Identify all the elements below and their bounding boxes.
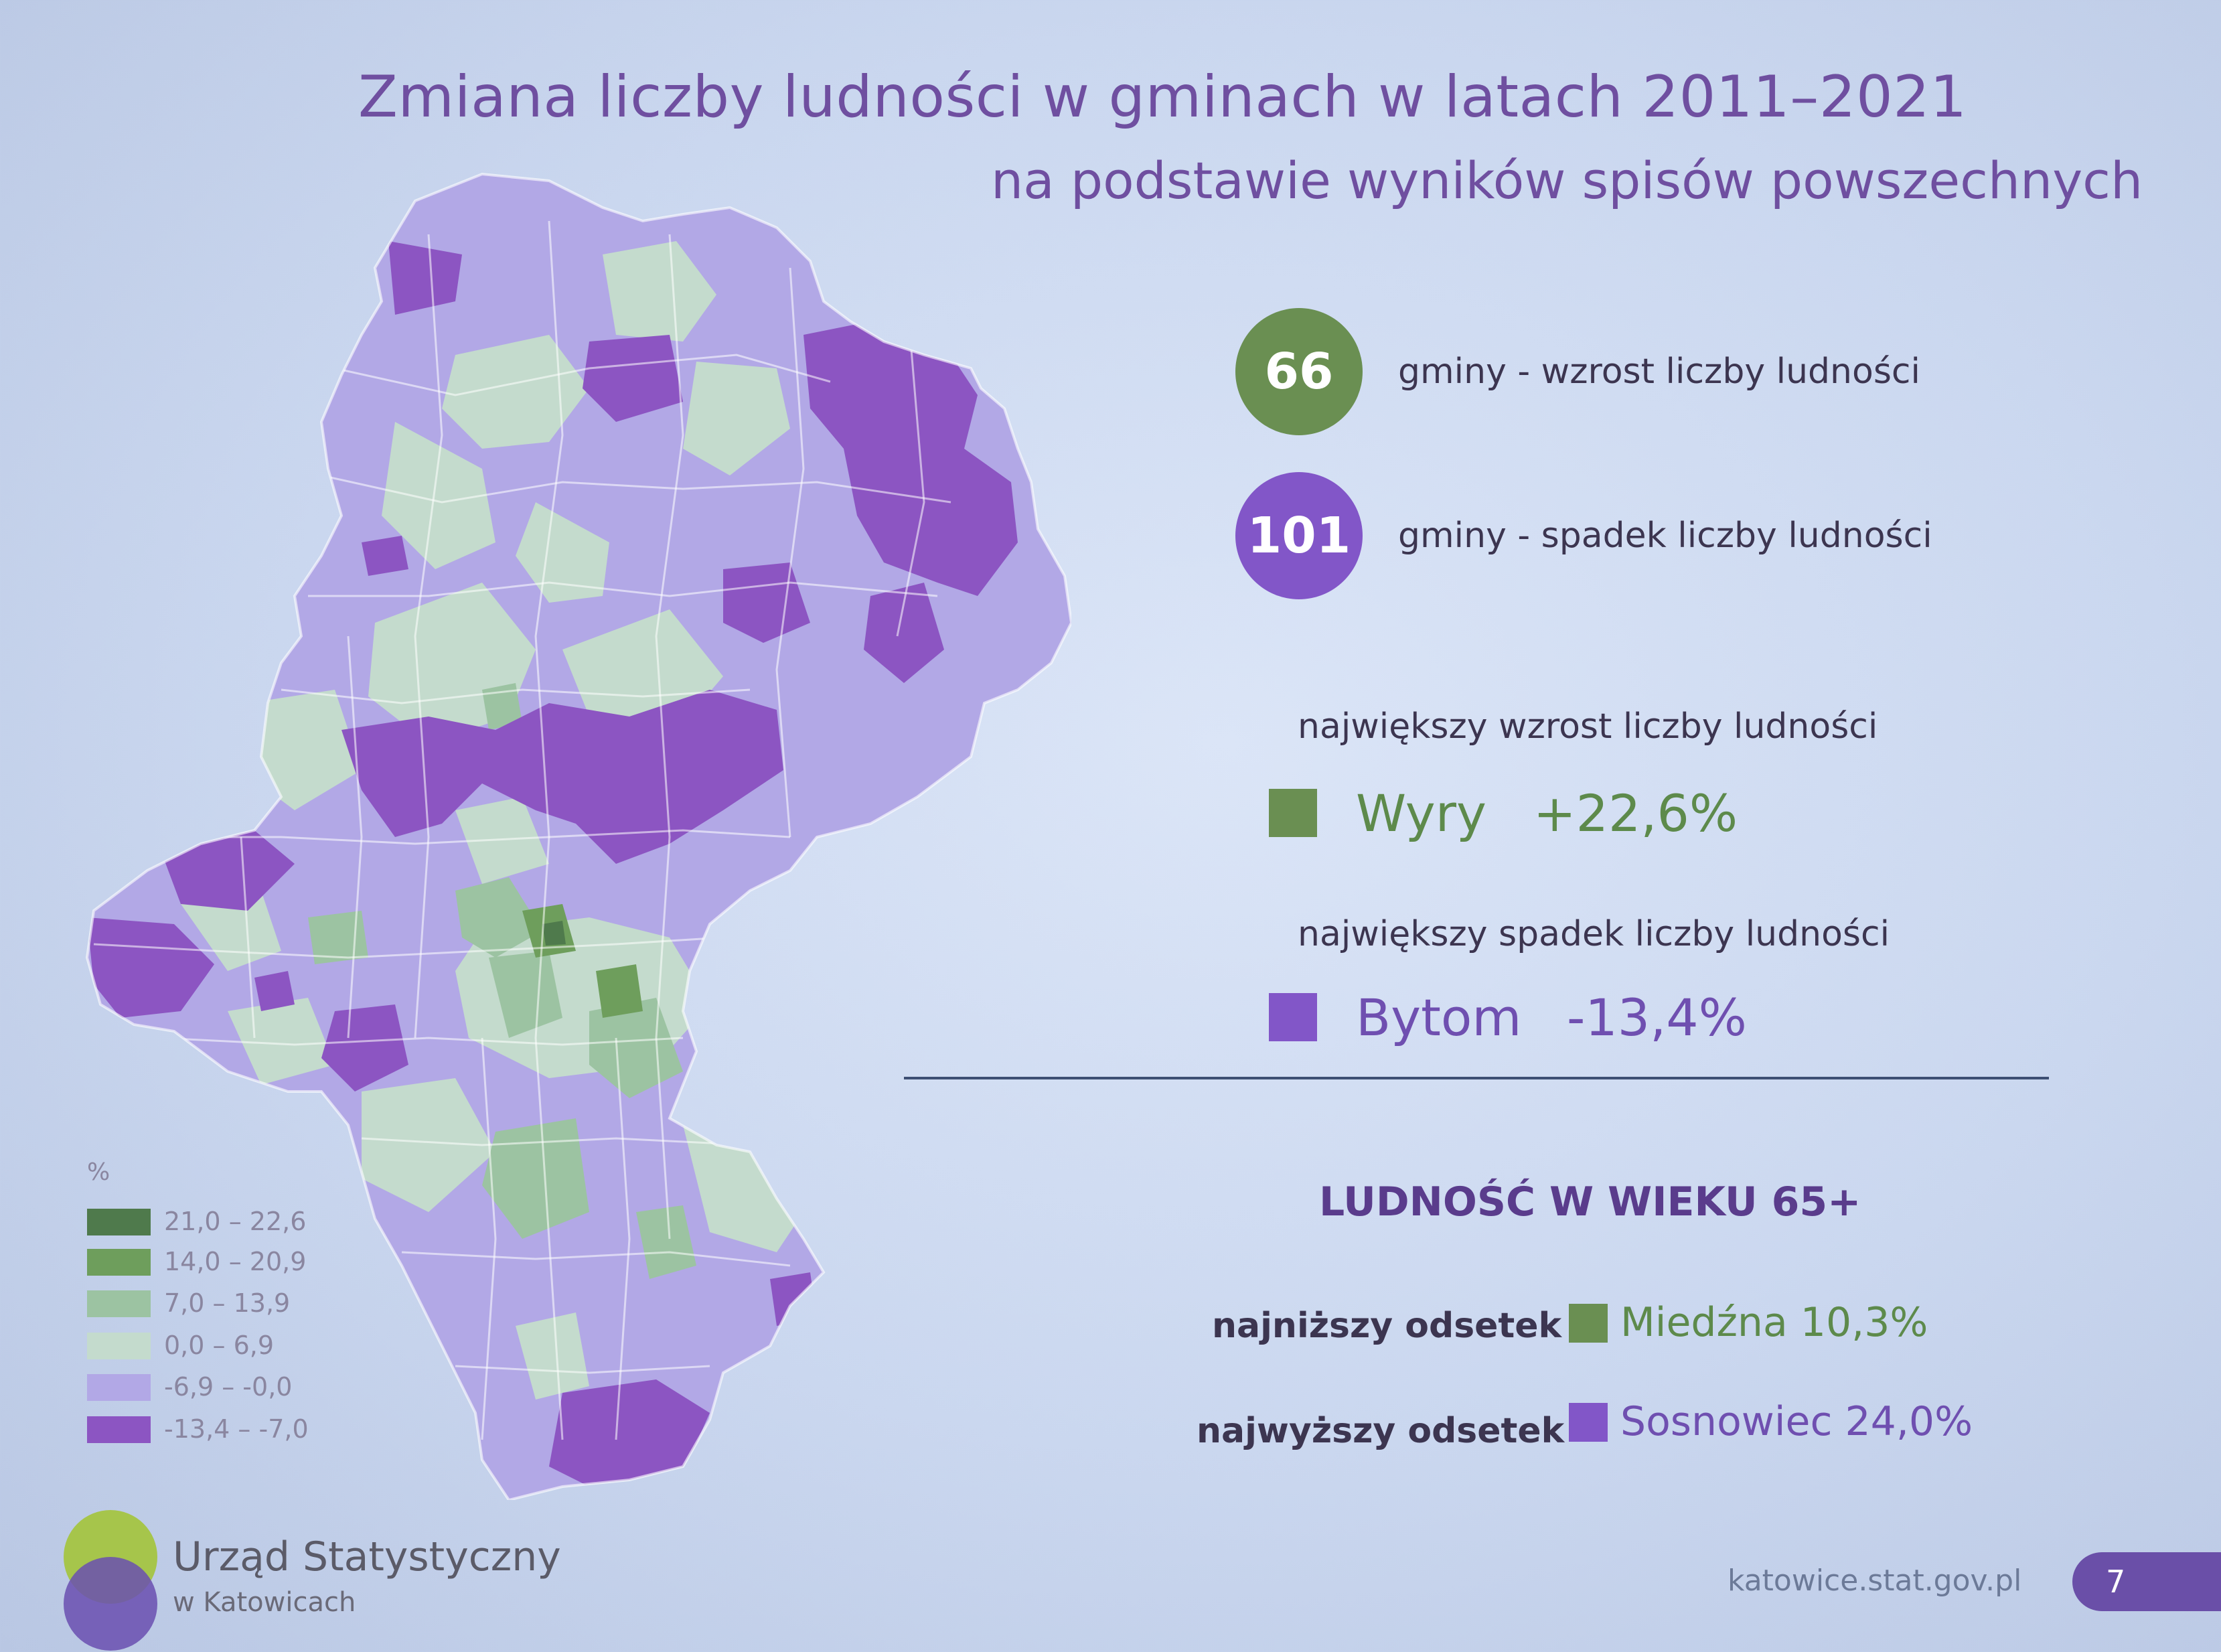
increase-label: gminy - wzrost liczby ludności [1398,352,1920,392]
slide-title: Zmiana liczby ludności w gminach w latac… [358,64,1967,131]
legend-swatch-5 [87,1374,151,1401]
lowest-share-label: najniższy odsetek [1212,1306,1562,1346]
largest-increase-heading: największy wzrost liczby ludności [1298,706,1878,747]
largest-decrease-heading: największy spadek liczby ludności [1298,914,1890,954]
page-number: 7 [2072,1552,2221,1611]
largest-increase-value: +22,6% [1533,783,1738,843]
section-divider [904,1077,2049,1079]
legend-label-1: 21,0 – 22,6 [164,1207,307,1236]
highest-share-value: Sosnowiec 24,0% [1620,1398,1973,1445]
largest-decrease-value: -13,4% [1567,988,1747,1047]
legend-label-4: 0,0 – 6,9 [164,1331,275,1360]
decrease-count-badge: 101 [1235,472,1363,599]
legend-swatch-1 [87,1209,151,1235]
legend-unit: % [87,1158,110,1186]
logo-city: w Katowicach [173,1587,356,1618]
decrease-label: gminy - spadek liczby ludności [1398,516,1932,556]
legend-swatch-3 [87,1290,151,1317]
largest-increase-name: Wyry [1356,783,1487,843]
legend-swatch-6 [87,1416,151,1443]
highest-share-swatch [1569,1403,1608,1442]
legend-label-2: 14,0 – 20,9 [164,1247,307,1276]
legend-swatch-4 [87,1333,151,1359]
age-section-title: LUDNOŚĆ W WIEKU 65+ [1319,1179,1861,1225]
voivodeship-map [85,172,1071,1500]
logo-purple-circle [64,1557,157,1651]
legend-swatch-2 [87,1249,151,1276]
legend-label-3: 7,0 – 13,9 [164,1288,291,1318]
slide-subtitle: na podstawie wyników spisów powszechnych [991,151,2143,210]
highest-share-label: najwyższy odsetek [1197,1411,1565,1451]
lowest-share-swatch [1569,1304,1608,1343]
legend-label-6: -13,4 – -7,0 [164,1414,309,1444]
increase-swatch [1269,789,1317,837]
largest-decrease-name: Bytom [1356,988,1522,1047]
legend-label-5: -6,9 – -0,0 [164,1372,293,1402]
increase-count-badge: 66 [1235,308,1363,435]
lowest-share-value: Miedźna 10,3% [1620,1299,1928,1346]
footer-url[interactable]: katowice.stat.gov.pl [1728,1564,2022,1598]
decrease-swatch [1269,993,1317,1041]
logo-name: Urząd Statystyczny [173,1533,561,1580]
